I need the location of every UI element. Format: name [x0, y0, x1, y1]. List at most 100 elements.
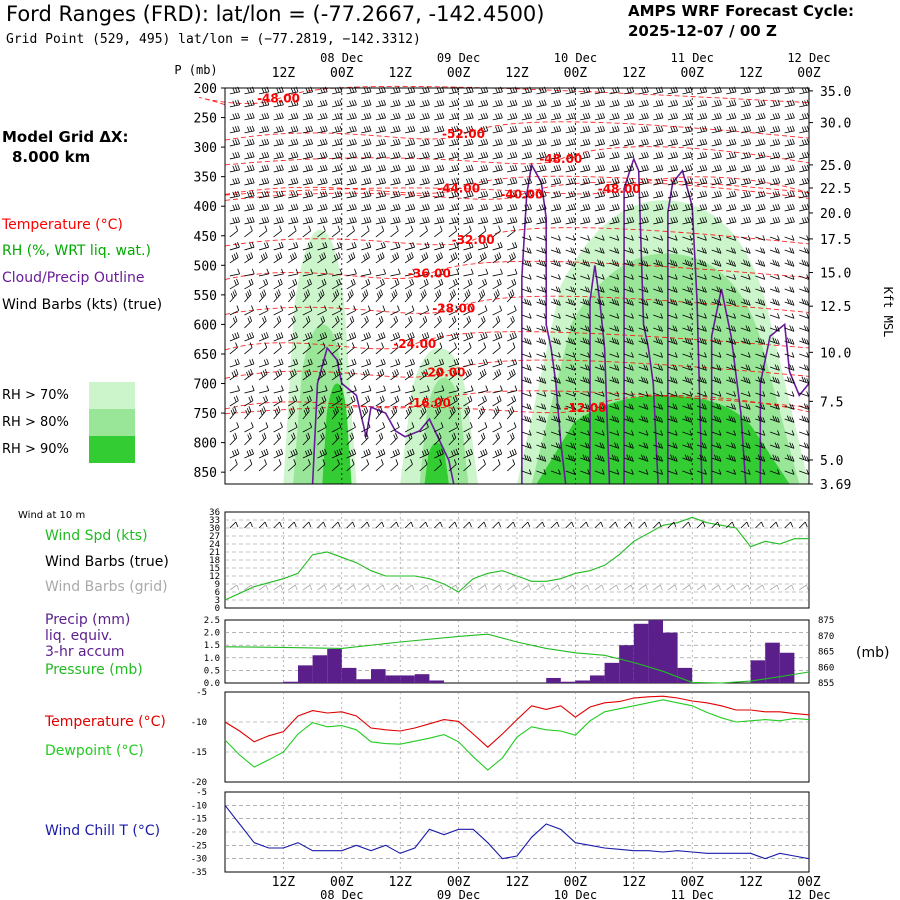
wind-barb	[638, 138, 649, 147]
wind-barb	[711, 442, 722, 449]
wind-barb	[594, 274, 605, 280]
wind-barb	[419, 432, 427, 446]
wind-barb	[434, 278, 444, 290]
wind-barb	[288, 151, 299, 160]
pressure-tick-label: 650	[194, 348, 217, 363]
wind-barb	[375, 332, 386, 342]
wind-barb	[565, 313, 576, 319]
wind-barb	[288, 112, 299, 121]
wind-barb	[623, 125, 635, 134]
bottom-time-label: 12Z	[505, 875, 529, 890]
pressure-tick-label: 800	[194, 437, 217, 452]
wind10-ytick: 30	[209, 524, 220, 534]
height-tick-label: 7.5	[820, 395, 843, 410]
wind-barb-grid	[273, 584, 284, 591]
wind-barb	[667, 203, 679, 212]
height-tick-label: 15.0	[820, 267, 851, 282]
wind-barb-grid	[346, 584, 357, 591]
wind-barb	[361, 190, 372, 199]
wind-barb	[448, 190, 460, 199]
windchill-ytick: -10	[191, 801, 207, 811]
wind-barb	[346, 342, 355, 355]
top-time-label: 00Z	[330, 66, 354, 81]
wind-barb	[273, 203, 284, 212]
wind-barb	[477, 422, 488, 433]
wind-barb	[653, 247, 664, 254]
wind-barb	[463, 448, 473, 459]
windchill-ytick: -30	[191, 855, 207, 865]
wind-barb	[769, 235, 780, 241]
wind-barb	[244, 99, 255, 108]
wind-barb	[273, 225, 282, 238]
wind-barb	[740, 454, 751, 462]
wind-barb	[565, 235, 576, 241]
wind-barb	[390, 242, 401, 251]
wind-barb	[302, 112, 314, 121]
wind-barb	[229, 225, 239, 238]
wind-barb-true	[273, 521, 283, 529]
wind-barb	[331, 332, 342, 342]
wind-barb	[258, 406, 266, 420]
wind-barb	[580, 313, 591, 319]
wind-barb	[346, 225, 355, 238]
wind-barb	[492, 99, 503, 108]
wind-barb-grid	[799, 584, 809, 591]
wind-barb	[434, 177, 445, 186]
temperature-contour-label: -48.00	[539, 152, 582, 166]
wind-barb	[507, 342, 516, 355]
wind-barb	[565, 164, 576, 173]
temperature-contour	[199, 85, 810, 106]
wind-barb	[521, 313, 532, 319]
wind-barb	[244, 422, 254, 433]
wind-barb	[448, 448, 459, 459]
wind-barb	[594, 376, 605, 384]
wind-barb	[594, 235, 605, 241]
wind-barb	[317, 358, 328, 368]
wind-barb	[594, 337, 605, 345]
wind-barb	[448, 86, 460, 95]
wind-barb	[229, 177, 241, 186]
wind-barb	[258, 203, 270, 212]
wind-barb-true	[769, 521, 779, 529]
wind-barb	[711, 216, 722, 225]
wind-barb	[288, 125, 299, 134]
wind-barb	[317, 342, 326, 355]
wind-barb	[390, 203, 401, 212]
pressure-ytick: 875	[818, 616, 834, 626]
wind-barb	[550, 337, 561, 345]
precip-bar	[677, 667, 693, 683]
wind-barb	[740, 247, 751, 254]
precip-bar	[575, 680, 590, 683]
wind-barb	[317, 332, 328, 342]
wind-barb	[653, 442, 664, 449]
cycle-title: AMPS WRF Forecast Cycle:	[628, 2, 854, 20]
wind-barb	[434, 342, 443, 355]
wind-barb-true	[682, 521, 691, 529]
wind-barb	[653, 352, 664, 358]
wind-barb	[288, 177, 299, 186]
wind-barb	[769, 99, 781, 108]
wind-barb	[521, 112, 533, 121]
wind-barb	[419, 448, 430, 459]
wind10-ytick: 36	[209, 508, 220, 518]
wind-barb	[302, 177, 314, 186]
wind-barb	[769, 286, 780, 293]
wind-barb	[755, 164, 766, 173]
precip-bar	[283, 681, 298, 683]
bottom-date-label: 10 Dec	[554, 888, 597, 900]
wind-barb	[492, 448, 503, 459]
wind-barb	[229, 368, 239, 381]
wind-barb	[331, 315, 340, 329]
wind-barb	[711, 274, 722, 280]
wind-barb	[273, 242, 284, 251]
wind-barb	[711, 259, 722, 267]
wind-barb	[769, 391, 780, 397]
wind-barb	[580, 454, 591, 462]
top-time-label: 00Z	[564, 66, 588, 81]
wind-barb-true	[711, 521, 721, 529]
wind-barb	[623, 430, 634, 436]
wind-barb	[755, 391, 766, 397]
wind-barb	[463, 242, 474, 251]
wind-barb	[696, 391, 707, 397]
temperature-contour-label: -48.00	[598, 182, 641, 196]
